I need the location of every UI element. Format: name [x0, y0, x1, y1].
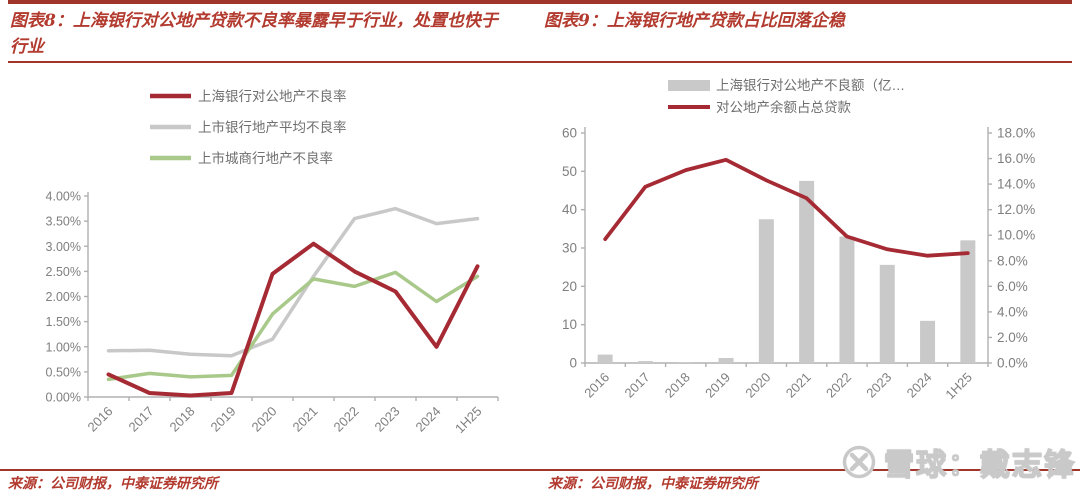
- xueqiu-logo-icon: [842, 445, 876, 479]
- svg-text:0.50%: 0.50%: [46, 365, 81, 379]
- legend-label: 对公地产余额占总贷款: [716, 99, 851, 115]
- ratio-line-series: [603, 157, 970, 258]
- svg-text:2016: 2016: [581, 370, 612, 401]
- y-axis-labels: 0.00% 0.50% 1.00% 1.50% 2.00% 2.50% 3.00% 3.50%…: [46, 190, 81, 405]
- svg-text:3.00%: 3.00%: [46, 240, 81, 254]
- svg-text:2017: 2017: [126, 404, 157, 435]
- bar: [799, 180, 815, 363]
- bar: [920, 320, 936, 363]
- svg-text:8.0%: 8.0%: [997, 253, 1028, 268]
- line-series-1: [106, 206, 480, 358]
- svg-text:2020: 2020: [249, 404, 280, 435]
- source-note-left: 来源：公司财报，中泰证券研究所: [8, 476, 218, 492]
- svg-text:1.00%: 1.00%: [46, 340, 81, 354]
- svg-text:2.00%: 2.00%: [46, 290, 81, 304]
- x-axis-labels: 2016 2017 2018 2019 2020 2021 2022 2023 2024 1H25: [85, 404, 485, 437]
- svg-text:18.0%: 18.0%: [997, 126, 1035, 141]
- svg-text:10: 10: [562, 317, 577, 332]
- svg-text:60: 60: [562, 126, 577, 141]
- svg-text:2017: 2017: [622, 370, 653, 401]
- legend-label: 上海银行对公地产不良率: [198, 88, 347, 104]
- svg-text:10.0%: 10.0%: [997, 228, 1035, 243]
- bar: [718, 358, 734, 363]
- bar: [758, 219, 774, 363]
- source-note-right: 来源：公司财报，中泰证券研究所: [548, 476, 758, 492]
- svg-text:2023: 2023: [863, 370, 894, 401]
- line-series-2: [106, 270, 480, 382]
- bar-series: [597, 180, 976, 363]
- header: 图表8：上海银行对公地产贷款不良率暴露早于行业，处置也快于行业 图表9：上海银行…: [0, 7, 1080, 60]
- svg-text:2022: 2022: [331, 404, 362, 435]
- axes: [84, 192, 499, 401]
- svg-text:2019: 2019: [702, 370, 733, 401]
- legend: 上海银行对公地产不良额（亿… 对公地产余额占总贷款: [668, 78, 905, 115]
- bar: [879, 264, 895, 363]
- footer-divider-line: [0, 469, 1080, 471]
- left-axis-labels: 0 10 20 30 40 50 60: [562, 126, 577, 371]
- top-border-line: [8, 0, 1072, 4]
- bar: [637, 361, 653, 363]
- svg-text:2.0%: 2.0%: [997, 330, 1028, 345]
- bar: [960, 240, 976, 363]
- chart9-title: 图表9：上海银行地产贷款占比回落企稳: [544, 11, 845, 31]
- svg-text:2018: 2018: [662, 370, 693, 401]
- svg-text:2.50%: 2.50%: [46, 265, 81, 279]
- svg-text:0.0%: 0.0%: [997, 356, 1028, 371]
- legend-bar-swatch-icon: [668, 80, 710, 91]
- svg-text:2016: 2016: [85, 404, 116, 435]
- right-axis-labels: 0.0% 2.0% 4.0% 6.0% 8.0% 10.0% 12.0% 14.0% 16.0%…: [997, 126, 1035, 371]
- svg-text:0.00%: 0.00%: [46, 391, 81, 405]
- svg-text:2018: 2018: [167, 404, 198, 435]
- bar: [678, 362, 694, 363]
- watermark-text: 雪球：戴志锋: [883, 448, 1076, 483]
- svg-text:1.50%: 1.50%: [46, 315, 81, 329]
- svg-text:2019: 2019: [208, 404, 239, 435]
- bar: [597, 354, 613, 363]
- svg-text:50: 50: [562, 164, 577, 179]
- svg-text:1H25: 1H25: [452, 404, 485, 437]
- svg-text:1H25: 1H25: [942, 370, 975, 403]
- svg-text:4.00%: 4.00%: [46, 190, 81, 204]
- chart8-title: 图表8：上海银行对公地产贷款不良率暴露早于行业，处置也快于行业: [10, 11, 498, 57]
- bar: [839, 236, 855, 363]
- x-axis-labels: 2016 2017 2018 2019 2020 2021 2022 2023 2024 1H25: [581, 370, 975, 403]
- chart8-canvas: 0.00% 0.50% 1.00% 1.50% 2.00% 2.50% 3.00% 3.50%…: [46, 88, 499, 437]
- legend-label: 上海银行对公地产不良额（亿…: [716, 78, 905, 93]
- svg-text:14.0%: 14.0%: [997, 177, 1035, 192]
- svg-text:2020: 2020: [742, 370, 773, 401]
- xueqiu-watermark: 雪球：戴志锋: [840, 440, 1076, 484]
- svg-text:4.0%: 4.0%: [997, 304, 1028, 319]
- svg-text:2022: 2022: [823, 370, 854, 401]
- svg-text:2024: 2024: [904, 370, 935, 401]
- charts-row: 0.00% 0.50% 1.00% 1.50% 2.00% 2.50% 3.00% 3.50%…: [0, 74, 1080, 464]
- svg-text:20: 20: [562, 279, 577, 294]
- svg-text:2024: 2024: [413, 404, 444, 435]
- legend-label: 上市城商行地产不良率: [198, 150, 333, 166]
- svg-text:0: 0: [569, 356, 577, 371]
- chart9-canvas: 0 10 20 30 40 50 60 0.0% 2.0% 4.0% 6.0% 8.0% 10.0% 12…: [562, 78, 1035, 403]
- svg-text:3.50%: 3.50%: [46, 215, 81, 229]
- svg-text:2021: 2021: [290, 404, 321, 435]
- svg-text:12.0%: 12.0%: [997, 202, 1035, 217]
- header-divider-line: [8, 61, 1072, 63]
- legend-label: 上市银行地产平均不良率: [198, 119, 347, 135]
- svg-text:6.0%: 6.0%: [997, 279, 1028, 294]
- svg-text:40: 40: [562, 202, 577, 217]
- svg-text:30: 30: [562, 241, 577, 256]
- svg-text:2023: 2023: [372, 404, 403, 435]
- line-series-0: [106, 241, 480, 398]
- svg-text:16.0%: 16.0%: [997, 151, 1035, 166]
- svg-text:2021: 2021: [783, 370, 814, 401]
